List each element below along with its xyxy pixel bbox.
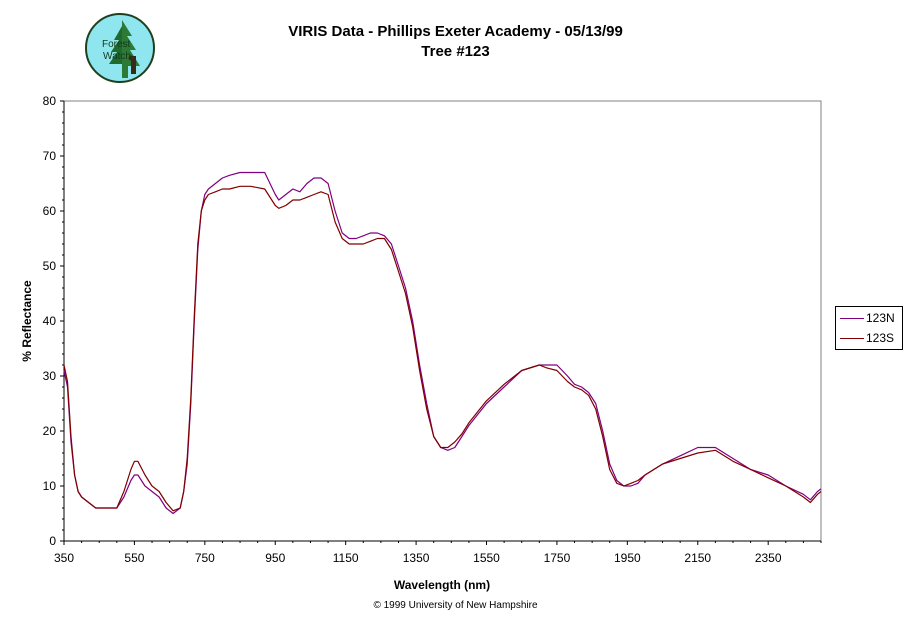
legend-label-123S: 123S (866, 331, 895, 345)
y-axis-label: % Reflectance (20, 280, 34, 362)
y-tick-label: 30 (43, 369, 57, 383)
series-line-123S (63, 185, 822, 512)
x-tick-label: 1550 (473, 551, 500, 565)
y-tick-label: 0 (49, 534, 56, 548)
copyright-notice: © 1999 University of New Hampshire (373, 600, 538, 611)
logo-text-watch: Watch (103, 51, 131, 62)
x-axis-label: Wavelength (nm) (394, 578, 490, 592)
x-tick-label: 350 (54, 551, 74, 565)
y-tick-label: 70 (43, 149, 57, 163)
forest-watch-logo: Forest Watch (85, 13, 155, 83)
chart-title-block: VIRIS Data - Phillips Exeter Academy - 0… (0, 22, 911, 62)
legend-item-123N: 123N (840, 309, 895, 327)
x-tick-label: 750 (195, 551, 215, 565)
chart-subtitle: Tree #123 (421, 43, 490, 60)
y-tick-label: 60 (43, 204, 57, 218)
chart-title: VIRIS Data - Phillips Exeter Academy - 0… (288, 23, 623, 40)
logo-text-forest: Forest (102, 39, 131, 50)
y-tick-label: 80 (43, 94, 57, 108)
x-tick-label: 1150 (333, 551, 359, 565)
x-tick-label: 2350 (755, 551, 782, 565)
x-tick-label: 950 (265, 551, 285, 565)
x-tick-label: 550 (124, 551, 144, 565)
series-line-123N (63, 171, 822, 515)
y-tick-label: 50 (43, 259, 57, 273)
legend-label-123N: 123N (866, 311, 895, 325)
legend: 123N 123S (835, 306, 903, 350)
plot-area (63, 100, 822, 542)
legend-swatch-123S (840, 337, 864, 339)
x-tick-label: 1750 (544, 551, 571, 565)
y-tick-label: 40 (43, 314, 57, 328)
x-tick-label: 1350 (403, 551, 430, 565)
legend-item-123S: 123S (840, 329, 894, 347)
axes-group: 0 10 20 30 40 50 60 70 80 350 550 750 950 1150 1350 155… (43, 94, 822, 565)
x-tick-label: 1950 (614, 551, 641, 565)
y-tick-label: 20 (43, 424, 57, 438)
y-tick-label: 10 (43, 479, 57, 493)
legend-swatch-123N (840, 317, 864, 319)
series-group (63, 171, 822, 515)
x-tick-label: 2150 (684, 551, 711, 565)
